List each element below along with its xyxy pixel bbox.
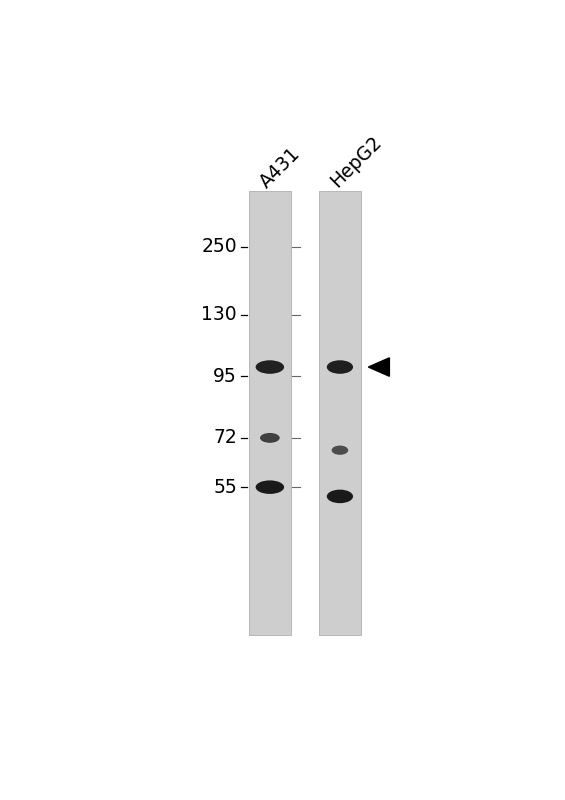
Ellipse shape	[260, 433, 280, 443]
Text: HepG2: HepG2	[327, 133, 385, 191]
Ellipse shape	[255, 360, 284, 374]
Text: 72: 72	[213, 428, 237, 447]
Text: 130: 130	[201, 305, 237, 324]
Ellipse shape	[327, 490, 353, 503]
Text: 95: 95	[213, 366, 237, 386]
Bar	[249, 191, 290, 635]
Polygon shape	[368, 358, 389, 376]
Ellipse shape	[255, 480, 284, 494]
Text: 55: 55	[213, 478, 237, 497]
Ellipse shape	[327, 360, 353, 374]
Bar	[319, 191, 360, 635]
Text: A431: A431	[257, 144, 304, 191]
Text: 250: 250	[201, 238, 237, 257]
Ellipse shape	[332, 446, 348, 455]
